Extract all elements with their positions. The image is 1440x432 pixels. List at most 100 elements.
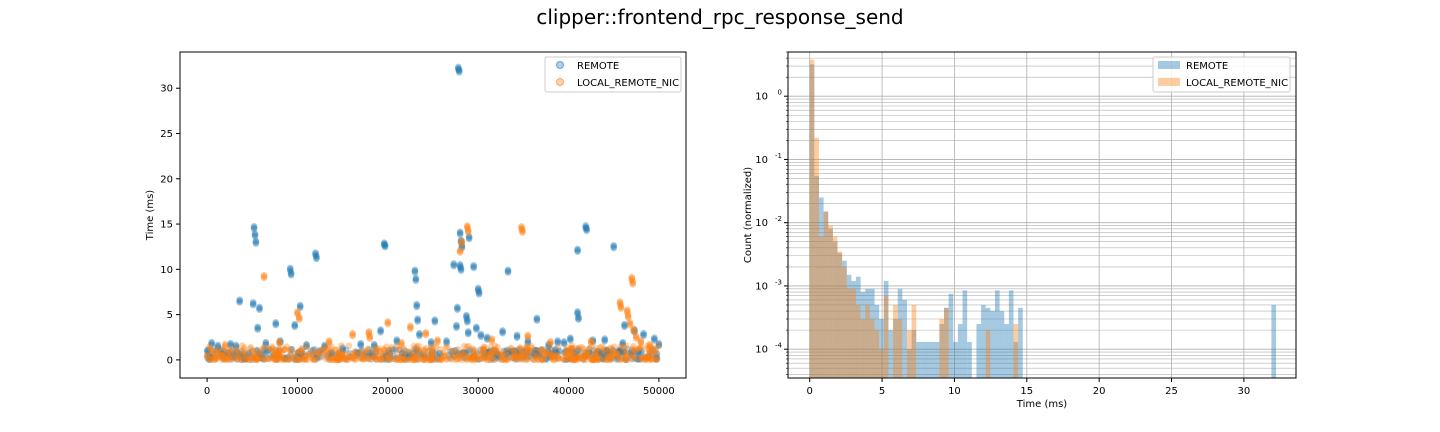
- scatter-point-remote: [567, 334, 574, 342]
- scatter-point-local-baseline: [583, 353, 590, 360]
- histogram-bar-remote: [888, 330, 894, 378]
- scatter-point-local: [629, 280, 636, 288]
- scatter-point-remote-baseline: [379, 352, 387, 360]
- histogram-bar-remote: [976, 324, 982, 378]
- scatter-point-local-baseline: [293, 355, 300, 362]
- scatter-point-local-baseline: [610, 343, 618, 350]
- scatter-point-remote-baseline: [328, 349, 336, 356]
- scatter-point-local-baseline: [435, 355, 443, 363]
- scatter-y-tick-label: 30: [160, 84, 173, 95]
- scatter-point-remote: [457, 266, 465, 273]
- scatter-point-local-baseline: [221, 355, 229, 363]
- scatter-point-local-baseline: [459, 349, 467, 357]
- scatter-point-local-baseline: [359, 347, 367, 354]
- scatter-point-remote: [619, 341, 627, 349]
- scatter-point-local-baseline: [328, 343, 335, 350]
- histogram-bar-remote: [1004, 324, 1009, 378]
- scatter-point-remote-baseline: [488, 350, 496, 358]
- scatter-point-remote-baseline: [603, 346, 611, 354]
- scatter-point-remote: [601, 336, 608, 344]
- scatter-x-axis: 0 10000 20000 30000 40000 50000: [204, 378, 675, 397]
- scatter-point-remote: [303, 340, 310, 348]
- scatter-point-local-baseline: [480, 345, 487, 353]
- scatter-point-local-baseline: [373, 345, 381, 353]
- scatter-point-local-baseline: [309, 355, 317, 363]
- scatter-point-local-baseline: [493, 348, 500, 356]
- scatter-point-remote-baseline: [485, 349, 492, 357]
- scatter-point-local-baseline: [579, 355, 587, 362]
- scatter-point-local-baseline: [352, 351, 360, 359]
- scatter-point-remote-baseline: [415, 347, 422, 355]
- scatter-point-local-baseline: [469, 345, 476, 352]
- scatter-point-local-baseline: [280, 346, 288, 354]
- scatter-point-local-baseline: [334, 356, 342, 363]
- scatter-point-remote: [583, 224, 590, 232]
- histogram-y-tick-label: 10 -1: [755, 152, 782, 166]
- scatter-point-remote: [589, 336, 597, 343]
- scatter-point-remote: [621, 320, 628, 328]
- scatter-point-local-baseline: [225, 349, 232, 356]
- scatter-point-remote-baseline: [238, 356, 245, 364]
- scatter-point-remote-baseline: [653, 350, 661, 358]
- scatter-point-local-baseline: [642, 356, 649, 364]
- scatter-point-remote-baseline: [615, 346, 623, 354]
- scatter-point-local-baseline: [486, 353, 494, 361]
- scatter-point-local-baseline: [486, 354, 494, 361]
- scatter-point-remote-baseline: [469, 354, 477, 361]
- scatter-point-remote-baseline: [276, 346, 283, 354]
- scatter-point-local-baseline: [276, 348, 283, 356]
- scatter-point-remote: [431, 319, 439, 326]
- scatter-point-local-baseline: [343, 356, 351, 364]
- scatter-point-local-baseline: [534, 356, 542, 364]
- scatter-point-remote-baseline: [242, 353, 249, 360]
- scatter-point-remote-baseline: [551, 346, 559, 353]
- scatter-point-remote-baseline: [335, 349, 342, 356]
- histogram-bar-local: [897, 318, 903, 378]
- histogram-bar-remote: [851, 280, 857, 378]
- scatter-point-remote-baseline: [584, 349, 592, 357]
- scatter-point-remote-baseline: [547, 353, 555, 361]
- scatter-point-remote: [370, 343, 378, 351]
- scatter-point-local-baseline: [218, 351, 225, 359]
- scatter-point-local-baseline: [620, 347, 628, 355]
- scatter-point-remote-baseline: [540, 346, 547, 353]
- scatter-point-remote-baseline: [574, 347, 581, 355]
- scatter-point-local-baseline: [227, 352, 234, 359]
- scatter-point-local: [398, 341, 405, 349]
- scatter-point-remote-baseline: [271, 352, 278, 359]
- scatter-point-remote-baseline: [243, 352, 251, 359]
- scatter-point-remote-baseline: [240, 350, 247, 358]
- scatter-point-remote-baseline: [356, 349, 364, 356]
- scatter-point-local-baseline: [428, 351, 435, 358]
- scatter-point-local-baseline: [272, 347, 279, 354]
- scatter-point-local-baseline: [472, 355, 479, 363]
- histogram-bar-remote: [842, 260, 847, 378]
- scatter-point-remote-baseline: [396, 346, 403, 354]
- scatter-point-local: [366, 332, 374, 340]
- scatter-point-local-baseline: [588, 356, 595, 363]
- scatter-point-local-baseline: [405, 355, 413, 363]
- scatter-point-local: [464, 228, 472, 235]
- scatter-point-remote-baseline: [217, 350, 225, 357]
- scatter-point-local-baseline: [548, 354, 555, 362]
- scatter-point-local-baseline: [449, 356, 456, 363]
- scatter-point-remote-baseline: [615, 348, 623, 355]
- scatter-point-remote-baseline: [314, 354, 321, 362]
- scatter-point-remote: [381, 241, 389, 248]
- scatter-point-local-baseline: [456, 354, 464, 362]
- scatter-point-remote-baseline: [259, 355, 266, 363]
- scatter-point-remote: [475, 288, 483, 295]
- scatter-point-local-baseline: [287, 347, 294, 355]
- scatter-point-local-baseline: [275, 352, 283, 359]
- scatter-point-remote-baseline: [631, 348, 639, 356]
- scatter-point-local-baseline: [237, 351, 245, 359]
- scatter-point-remote-baseline: [342, 346, 350, 354]
- scatter-point-remote-baseline: [511, 347, 519, 355]
- scatter-point-remote-baseline: [446, 348, 454, 356]
- scatter-point-local-baseline: [617, 343, 624, 350]
- scatter-point-local-baseline: [251, 353, 258, 361]
- scatter-point-local-baseline: [303, 343, 311, 350]
- scatter-point-remote-baseline: [401, 351, 409, 358]
- scatter-point-local: [458, 238, 466, 246]
- scatter-point-local-baseline: [206, 344, 214, 352]
